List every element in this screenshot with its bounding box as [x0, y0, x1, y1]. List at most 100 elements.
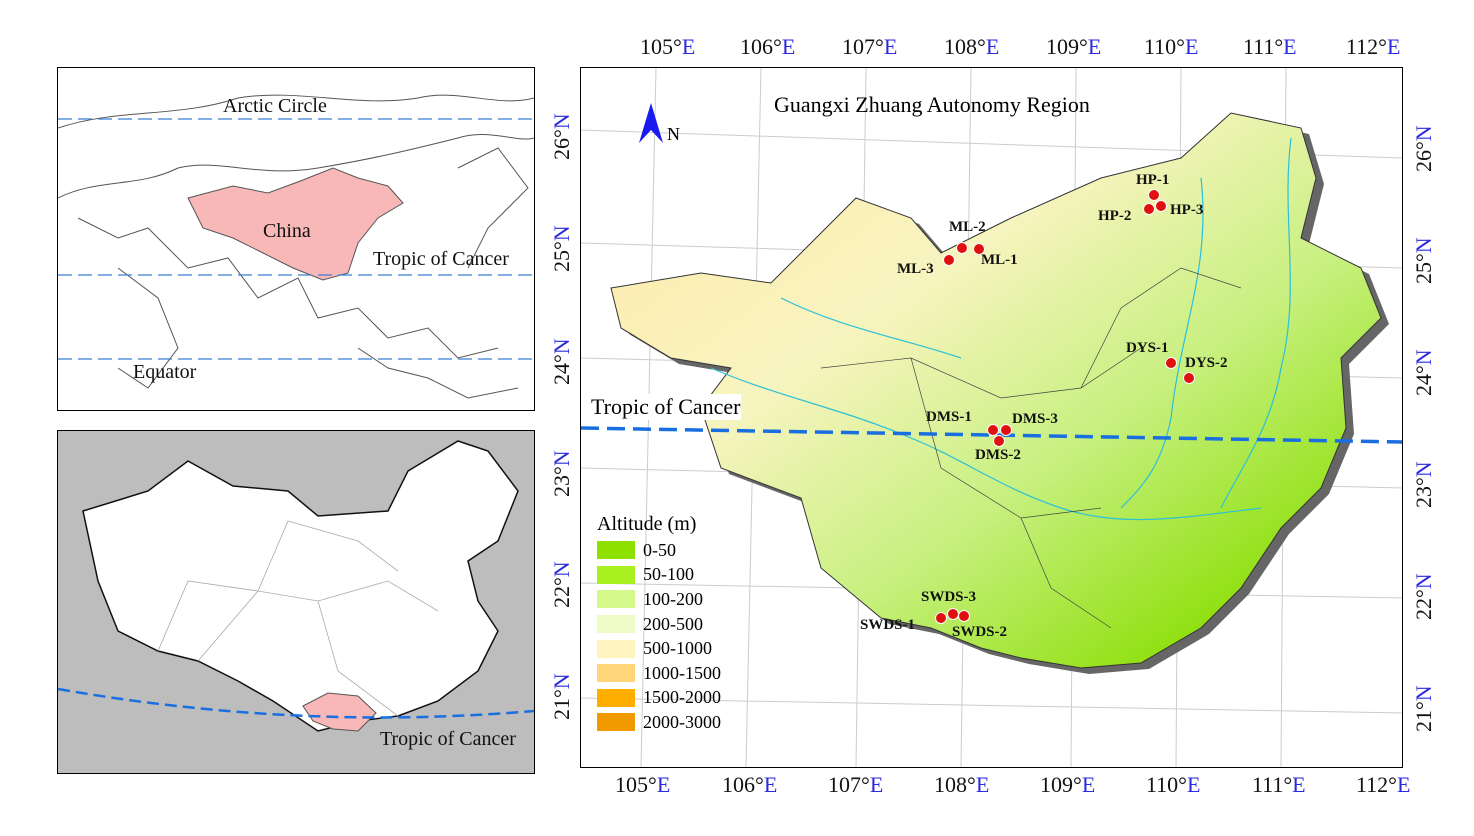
sampling-site-label: SWDS-3: [921, 589, 977, 605]
lon-tick-top: 106°E: [740, 34, 796, 59]
legend-item: 1000-1500: [597, 661, 721, 686]
lon-tick-bottom: 109°E: [1040, 772, 1096, 797]
tropic-line-curve: [58, 687, 534, 719]
lat-tick-right: 25°N: [1411, 237, 1436, 284]
sampling-site-marker: [973, 243, 985, 255]
lon-tick-bottom: 112°E: [1356, 772, 1411, 797]
guangxi-shape: [302, 692, 377, 732]
legend-label: 0-50: [643, 539, 676, 560]
lat-tick-right: 24°N: [1411, 349, 1436, 396]
china-label: China: [263, 220, 311, 242]
north-label: N: [667, 124, 680, 144]
tropic-label: Tropic of Cancer: [373, 248, 509, 270]
sampling-site-marker: [956, 242, 968, 254]
legend-label: 500-1000: [643, 638, 712, 659]
sampling-site-marker: [935, 612, 947, 624]
guangxi-terrain: [610, 112, 1382, 669]
guangxi-terrain-graphic: [581, 68, 1402, 767]
sampling-site-marker: [987, 424, 999, 436]
sampling-site-marker: [943, 254, 955, 266]
lon-tick-top: 109°E: [1046, 34, 1102, 59]
legend-swatch: [597, 615, 635, 634]
lat-tick-left: 22°N: [549, 561, 574, 608]
legend-swatch: [597, 664, 635, 683]
lon-tick-bottom: 105°E: [615, 772, 671, 797]
sampling-site-marker: [1148, 189, 1160, 201]
lon-tick-top: 107°E: [842, 34, 898, 59]
sampling-site-label: DYS-1: [1126, 340, 1169, 356]
legend-swatch: [597, 541, 635, 560]
legend-swatch: [597, 639, 635, 658]
guangxi-main-map: Guangxi Zhuang Autonomy Region N Tropic …: [580, 67, 1403, 768]
sampling-site-marker: [1143, 203, 1155, 215]
sampling-site-marker: [1000, 424, 1012, 436]
lon-tick-bottom: 108°E: [934, 772, 990, 797]
lat-tick-right: 22°N: [1411, 573, 1436, 620]
legend-swatch: [597, 590, 635, 609]
lon-tick-top: 112°E: [1346, 34, 1401, 59]
legend-label: 1000-1500: [643, 662, 721, 683]
china-inset-map: Tropic of Cancer: [57, 430, 535, 774]
sampling-site-label: ML-3: [897, 261, 934, 277]
lon-tick-bottom: 106°E: [722, 772, 778, 797]
china-map-graphic: [58, 440, 534, 732]
sampling-site-label: ML-2: [949, 219, 986, 235]
legend-label: 200-500: [643, 613, 703, 634]
china-outline: [82, 440, 519, 732]
sampling-site-label: ML-1: [981, 252, 1018, 268]
sampling-site-label: DMS-3: [1012, 411, 1058, 427]
legend-item: 500-1000: [597, 636, 721, 661]
sampling-site-marker: [1183, 372, 1195, 384]
world-map-graphic: [58, 94, 534, 399]
legend-swatch: [597, 565, 635, 584]
lat-tick-left: 23°N: [549, 450, 574, 497]
legend-item: 100-200: [597, 587, 721, 612]
lat-tick-left: 26°N: [549, 113, 574, 160]
map-title: Guangxi Zhuang Autonomy Region: [774, 92, 1090, 117]
legend-label: 1500-2000: [643, 687, 721, 708]
sampling-site-label: SWDS-1: [860, 617, 916, 633]
lat-tick-left: 24°N: [549, 338, 574, 385]
lon-tick-bottom: 107°E: [828, 772, 884, 797]
lon-tick-top: 105°E: [640, 34, 696, 59]
sampling-site-label: SWDS-2: [952, 624, 1008, 640]
legend-label: 50-100: [643, 564, 694, 585]
equator-label: Equator: [133, 361, 197, 383]
lon-tick-top: 111°E: [1243, 34, 1297, 59]
sampling-site-label: HP-2: [1098, 208, 1132, 224]
tropic-of-cancer-line: [581, 426, 1402, 444]
legend-item: 200-500: [597, 612, 721, 637]
legend-label: 100-200: [643, 588, 703, 609]
sampling-site-marker: [947, 608, 959, 620]
north-arrow-icon: [639, 103, 663, 143]
lon-tick-bottom: 111°E: [1252, 772, 1306, 797]
lon-tick-top: 110°E: [1144, 34, 1199, 59]
arctic-circle-label: Arctic Circle: [223, 95, 327, 117]
sampling-site-marker: [993, 435, 1005, 447]
sampling-site-label: DMS-2: [975, 447, 1021, 463]
lat-tick-right: 26°N: [1411, 125, 1436, 172]
legend-swatch: [597, 688, 635, 707]
sampling-site-marker: [1165, 357, 1177, 369]
legend-item: 2000-3000: [597, 710, 721, 735]
legend-swatch: [597, 713, 635, 732]
sampling-site-label: HP-1: [1136, 172, 1170, 188]
tropic-label-china: Tropic of Cancer: [380, 728, 516, 750]
altitude-legend: Altitude (m) 0-50 50-100 100-200 200-500 500…: [597, 513, 721, 735]
legend-title: Altitude (m): [597, 513, 697, 535]
admin-boundaries: [820, 267, 1242, 629]
lat-tick-left: 21°N: [549, 673, 574, 720]
world-inset-map: Arctic Circle China Tropic of Cancer Equ…: [57, 67, 535, 411]
legend-item: 1500-2000: [597, 686, 721, 711]
lat-tick-right: 23°N: [1411, 461, 1436, 508]
sampling-site-label: DMS-1: [926, 409, 972, 425]
legend-label: 2000-3000: [643, 711, 721, 732]
sampling-site-label: HP-3: [1170, 202, 1204, 218]
lon-tick-bottom: 110°E: [1146, 772, 1201, 797]
legend-item: 50-100: [597, 563, 721, 588]
tropic-label-main: Tropic of Cancer: [591, 394, 741, 420]
lon-tick-top: 108°E: [944, 34, 1000, 59]
rivers: [710, 137, 1292, 521]
lat-tick-right: 21°N: [1411, 685, 1436, 732]
